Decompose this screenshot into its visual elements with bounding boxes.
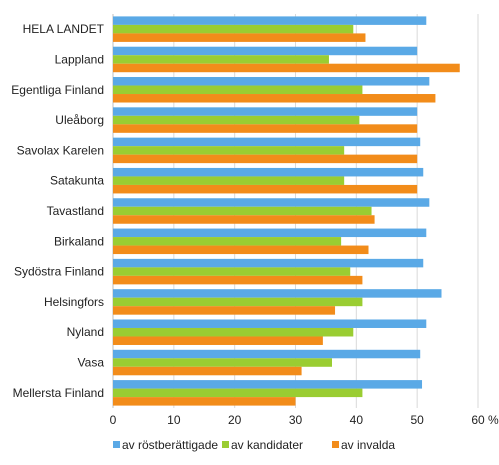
bar	[113, 46, 418, 56]
bar	[113, 245, 369, 255]
bar	[113, 336, 323, 345]
legend-swatch	[222, 441, 229, 448]
category-label: Satakunta	[50, 174, 104, 188]
bar	[113, 176, 345, 185]
x-tick-label: 10	[167, 413, 181, 427]
legend-label: av invalda	[341, 438, 395, 452]
bar	[113, 107, 418, 116]
bar	[113, 358, 332, 367]
category-label: Helsingfors	[44, 295, 104, 309]
category-label: Savolax Karelen	[17, 143, 104, 157]
x-tick-label: 50	[410, 413, 424, 427]
bar	[113, 366, 302, 376]
bar	[113, 297, 363, 307]
category-label: Sydöstra Finland	[14, 265, 104, 279]
category-label: Egentliga Finland	[11, 83, 104, 97]
bar	[113, 215, 375, 224]
bar	[113, 198, 430, 207]
x-tick-label: 60	[471, 413, 485, 427]
category-label: Uleåborg	[55, 113, 104, 127]
bar	[113, 124, 418, 133]
bar	[113, 33, 366, 42]
bar	[113, 349, 421, 359]
legend-swatch	[113, 441, 120, 448]
category-label: Mellersta Finland	[13, 386, 104, 400]
bar	[113, 275, 363, 285]
category-label: HELA LANDET	[23, 22, 105, 36]
bar	[113, 397, 296, 406]
bar	[113, 55, 329, 64]
bar	[113, 380, 423, 389]
bar	[113, 327, 354, 337]
bar	[113, 154, 418, 164]
bar	[113, 319, 427, 328]
x-tick-label: 0	[110, 413, 117, 427]
bar	[113, 63, 460, 73]
bar	[113, 184, 418, 194]
bars	[113, 16, 460, 406]
bar	[113, 206, 372, 216]
legend-label: av kandidater	[231, 438, 303, 452]
category-labels: HELA LANDET Lappland Egentliga Finland Uleå…	[11, 22, 104, 400]
bar	[113, 267, 351, 276]
bar	[113, 115, 360, 125]
legend: av röstberättigade av kandidater av invald…	[113, 438, 395, 452]
bar	[113, 228, 427, 238]
x-tick-label: 30	[289, 413, 303, 427]
legend-swatch	[332, 441, 339, 448]
bar	[113, 24, 354, 34]
x-tick-label: 40	[350, 413, 364, 427]
bar	[113, 77, 430, 86]
bar	[113, 146, 345, 155]
legend-label: av röstberättigade	[122, 438, 218, 452]
bar	[113, 289, 442, 298]
x-tick-labels: 0 10 20 30 40 50 60	[110, 413, 485, 427]
category-label: Birkaland	[54, 234, 104, 248]
bar	[113, 237, 342, 246]
category-label: Vasa	[78, 356, 105, 370]
bar	[113, 94, 436, 103]
bar	[113, 388, 363, 398]
category-label: Lappland	[55, 52, 104, 66]
bar	[113, 85, 363, 95]
bar	[113, 306, 336, 315]
category-label: Nyland	[67, 325, 104, 339]
bar	[113, 258, 424, 268]
category-label: Tavastland	[47, 204, 104, 218]
bar	[113, 16, 427, 25]
x-unit-label: %	[488, 413, 499, 427]
bar	[113, 167, 424, 177]
x-tick-label: 20	[228, 413, 242, 427]
bar	[113, 137, 421, 147]
